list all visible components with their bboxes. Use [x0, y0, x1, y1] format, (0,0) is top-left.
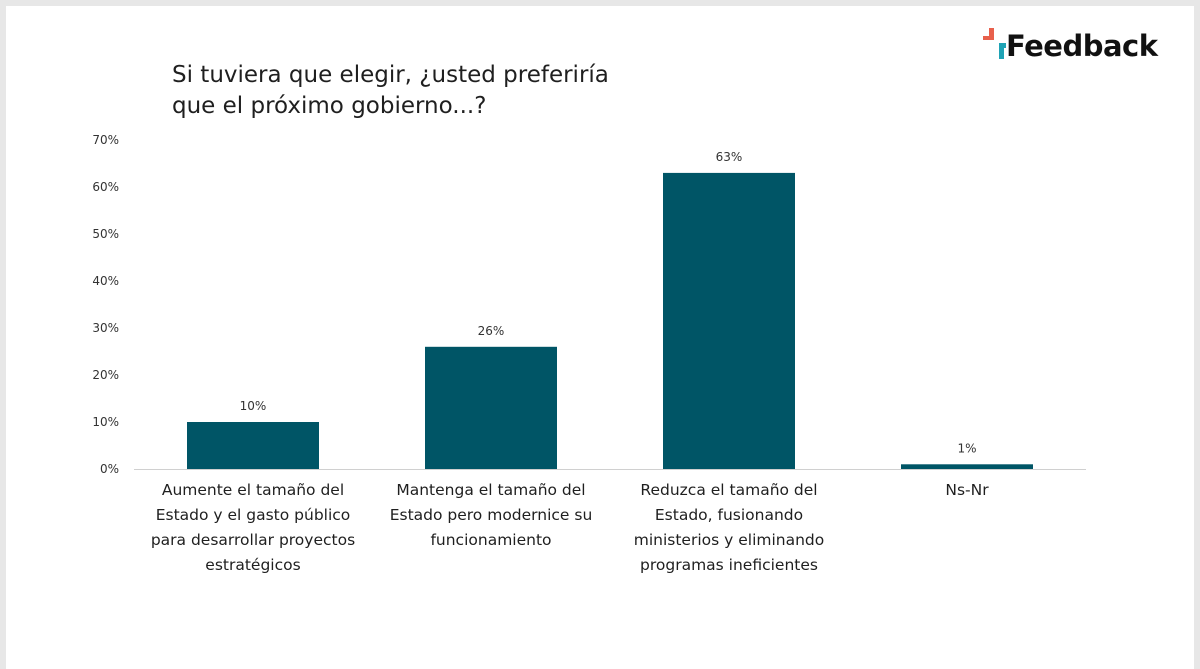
bar [663, 172, 795, 469]
x-category-label-line: estratégicos [205, 556, 301, 574]
x-category-label-line: programas ineficientes [640, 556, 818, 574]
bar-value-label: 63% [716, 150, 743, 164]
x-category-label: Ns-Nr [852, 478, 1082, 503]
bar [425, 346, 557, 469]
y-tick-label: 20% [92, 368, 119, 382]
x-category-label: Aumente el tamaño del Estado y el gasto p… [138, 478, 368, 578]
y-tick-label: 60% [92, 180, 119, 194]
x-category-label-line: Estado pero modernice su [389, 506, 593, 524]
slide: Si tuviera que elegir, ¿usted preferiría… [6, 6, 1194, 669]
y-tick-label: 40% [92, 274, 119, 288]
chart-title: Si tuviera que elegir, ¿usted preferiría… [172, 60, 732, 122]
x-category-label-line: Reduzca el tamaño del [640, 481, 818, 499]
bar-value-label: 26% [478, 324, 505, 338]
chart-title-line-1: Si tuviera que elegir, ¿usted preferiría [172, 62, 609, 88]
x-category-label: Reduzca el tamaño del Estado, fusionando m… [614, 478, 844, 578]
y-tick-label: 70% [92, 133, 119, 147]
x-category-label-line: ministerios y eliminando [633, 531, 825, 549]
feedback-logo: Feedback [982, 24, 1172, 68]
feedback-logo-mark-icon [983, 28, 1010, 59]
x-category-label-line: Estado, fusionando [654, 506, 804, 524]
x-category-label-line: para desarrollar proyectos [150, 531, 356, 549]
x-category-label-line: Ns-Nr [945, 481, 989, 499]
y-tick-label: 50% [92, 227, 119, 241]
x-category-label-line: Mantenga el tamaño del [396, 481, 586, 499]
bar [187, 422, 319, 469]
x-category-label-line: funcionamiento [430, 531, 552, 549]
y-tick-label: 0% [100, 462, 119, 476]
bar-value-label: 10% [240, 399, 267, 413]
x-category-label-line: Aumente el tamaño del [161, 481, 345, 499]
bar-value-label: 1% [957, 441, 976, 455]
bar [901, 464, 1033, 469]
y-tick-label: 10% [92, 415, 119, 429]
x-category-label: Mantenga el tamaño del Estado pero modern… [376, 478, 606, 553]
y-tick-label: 30% [92, 321, 119, 335]
x-category-label-line: Estado y el gasto público [155, 506, 351, 524]
chart-title-line-2: que el próximo gobierno...? [172, 93, 487, 119]
feedback-logo-text: Feedback [1006, 29, 1158, 63]
